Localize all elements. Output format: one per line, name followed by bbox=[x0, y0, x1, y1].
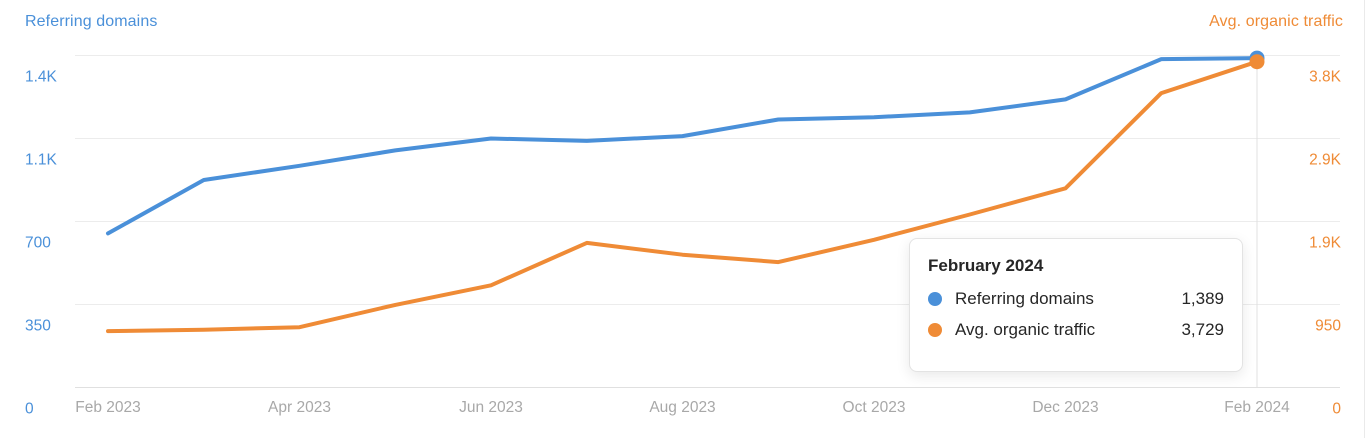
right-axis-tick-label: 3.8K bbox=[1309, 69, 1342, 86]
x-axis-label: Feb 2023 bbox=[75, 399, 141, 416]
tooltip-date-title: February 2024 bbox=[928, 256, 1044, 275]
left-axis-tick-label: 700 bbox=[25, 235, 51, 252]
x-axis-label: Apr 2023 bbox=[268, 399, 331, 416]
right-axis-tick-label: 2.9K bbox=[1309, 152, 1342, 169]
tooltip-series-label: Avg. organic traffic bbox=[955, 320, 1096, 339]
left-axis-tick-label: 0 bbox=[25, 401, 34, 418]
x-axis-label: Feb 2024 bbox=[1224, 399, 1290, 416]
tooltip-row: Avg. organic traffic 3,729 bbox=[928, 320, 1224, 340]
x-axis-label: Aug 2023 bbox=[649, 399, 715, 416]
right-axis-title: Avg. organic traffic bbox=[1209, 13, 1343, 30]
left-axis-tick-label: 350 bbox=[25, 318, 51, 335]
left-axis-tick-label: 1.1K bbox=[25, 152, 58, 169]
series-dot-icon bbox=[928, 323, 942, 337]
tooltip-series-value: 3,729 bbox=[1181, 320, 1224, 339]
tooltip-row: Referring domains 1,389 bbox=[928, 289, 1224, 309]
x-axis-label: Dec 2023 bbox=[1032, 399, 1098, 416]
x-axis-label: Jun 2023 bbox=[459, 399, 523, 416]
left-axis-title: Referring domains bbox=[25, 13, 158, 30]
series-end-dot-avg-organic-traffic bbox=[1249, 54, 1265, 70]
x-axis-label: Oct 2023 bbox=[843, 399, 906, 416]
tooltip-rows: Referring domains 1,389 Avg. organic traff… bbox=[928, 289, 1224, 340]
series-dot-icon bbox=[928, 292, 942, 306]
series-line-referring-domains bbox=[106, 56, 1259, 236]
right-axis-tick-label: 1.9K bbox=[1309, 235, 1342, 252]
right-axis-tick-label: 0 bbox=[1332, 401, 1341, 418]
series-line-avg-organic-traffic bbox=[106, 59, 1259, 334]
tooltip-series-value: 1,389 bbox=[1181, 289, 1224, 308]
tooltip-series-label: Referring domains bbox=[955, 289, 1094, 308]
hover-tooltip: February 2024 Referring domains 1,389 Avg.… bbox=[909, 238, 1243, 372]
left-axis-tick-label: 1.4K bbox=[25, 69, 58, 86]
right-axis-tick-label: 950 bbox=[1315, 318, 1341, 335]
